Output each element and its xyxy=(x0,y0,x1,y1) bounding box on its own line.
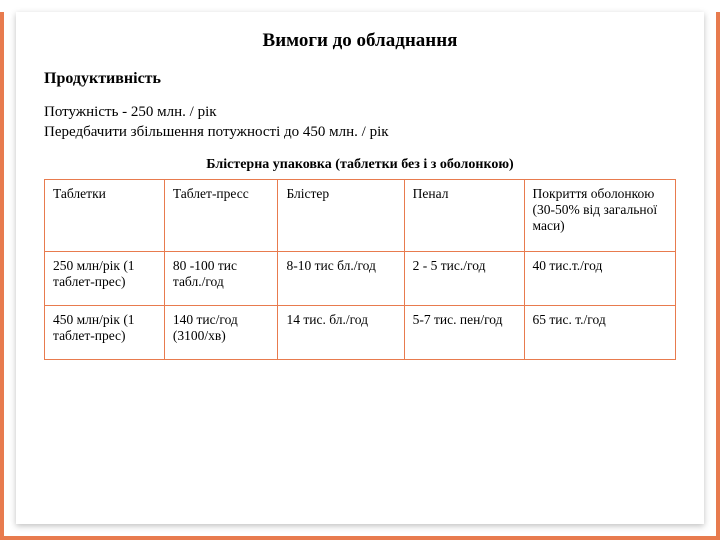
body-line-2: Передбачити збільшення потужності до 450… xyxy=(44,124,389,140)
table-cell: 65 тис. т./год xyxy=(524,305,675,359)
body-text: Потужність - 250 млн. / рік Передбачити … xyxy=(44,102,676,143)
table-cell: 250 млн/рік (1 таблет-прес) xyxy=(45,251,165,305)
table-cell: 2 - 5 тис./год xyxy=(404,251,524,305)
table-cell: 140 тис/год (3100/хв) xyxy=(164,305,278,359)
table-cell: 14 тис. бл./год xyxy=(278,305,404,359)
table-cell: 40 тис.т./год xyxy=(524,251,675,305)
table-header-cell: Таблетки xyxy=(45,179,165,251)
table-header-cell: Пенал xyxy=(404,179,524,251)
section-subtitle: Продуктивність xyxy=(44,70,676,88)
table-cell: 450 млн/рік (1 таблет-прес) xyxy=(45,305,165,359)
slide-frame: Вимоги до обладнання Продуктивність Поту… xyxy=(0,12,720,540)
table-cell: 8-10 тис бл./год xyxy=(278,251,404,305)
table-header-cell: Покриття оболонкою (30-50% від загальної… xyxy=(524,179,675,251)
table-row: 250 млн/рік (1 таблет-прес) 80 -100 тис … xyxy=(45,251,676,305)
slide-panel: Вимоги до обладнання Продуктивність Поту… xyxy=(16,12,704,524)
capacity-table: Таблетки Таблет-пресс Блістер Пенал Покр… xyxy=(44,179,676,360)
table-header-cell: Таблет-пресс xyxy=(164,179,278,251)
table-row: 450 млн/рік (1 таблет-прес) 140 тис/год … xyxy=(45,305,676,359)
body-line-1: Потужність - 250 млн. / рік xyxy=(44,104,217,120)
table-caption: Блістерна упаковка (таблетки без і з обо… xyxy=(44,157,676,173)
table-header-cell: Блістер xyxy=(278,179,404,251)
table-header-row: Таблетки Таблет-пресс Блістер Пенал Покр… xyxy=(45,179,676,251)
table-cell: 80 -100 тис табл./год xyxy=(164,251,278,305)
page-title: Вимоги до обладнання xyxy=(44,30,676,52)
table-cell: 5-7 тис. пен/год xyxy=(404,305,524,359)
